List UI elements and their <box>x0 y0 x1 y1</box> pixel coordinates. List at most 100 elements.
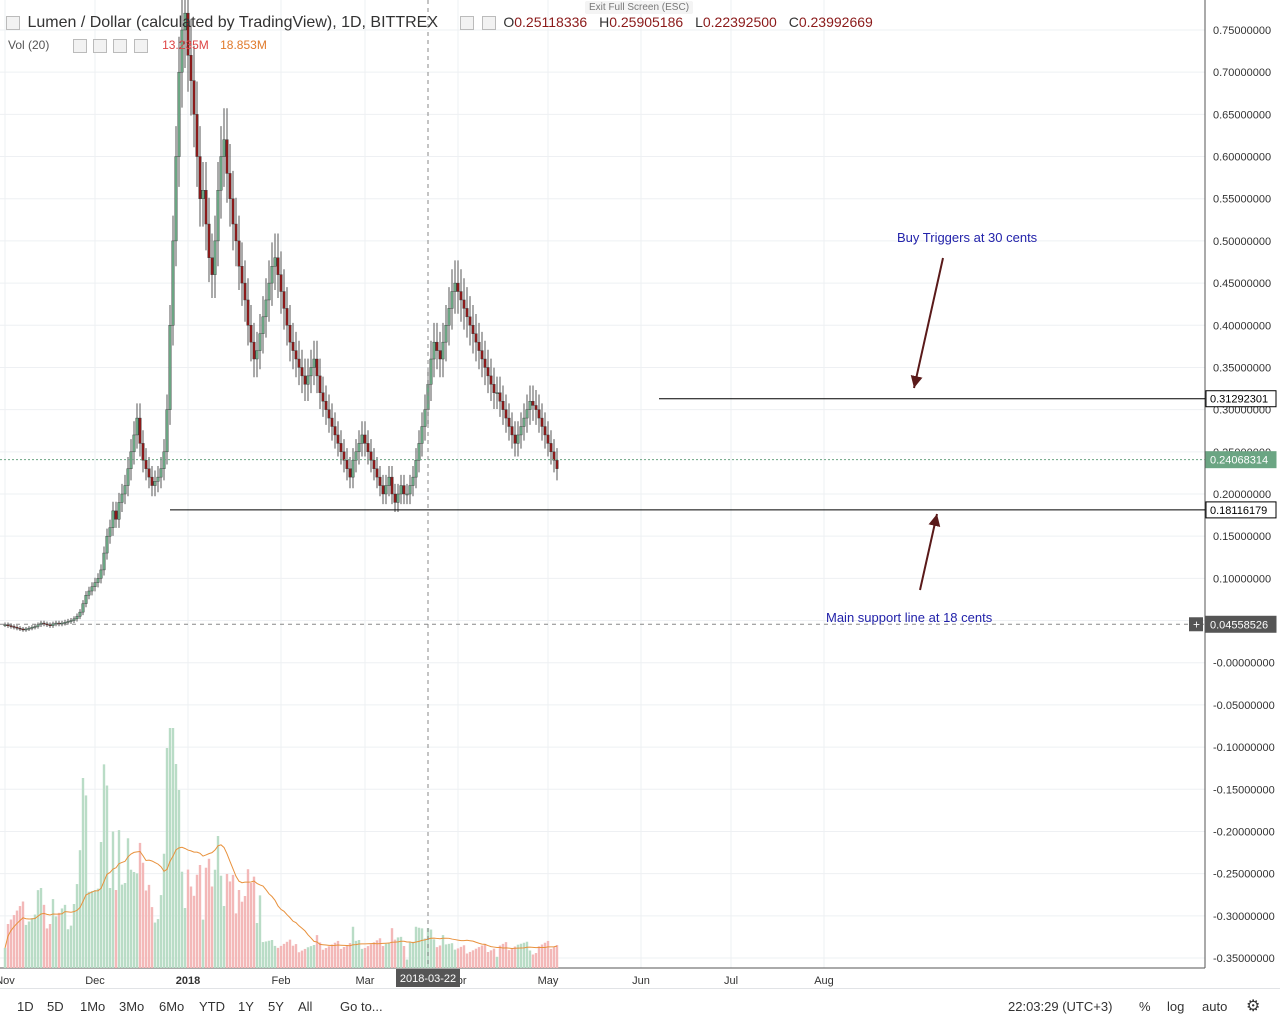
candle <box>492 367 496 409</box>
candle-body <box>516 434 520 444</box>
volume-bar <box>183 908 187 968</box>
volume-bar <box>513 946 517 968</box>
candle <box>210 233 214 298</box>
candle <box>429 340 433 402</box>
collapse-icon[interactable] <box>6 15 20 30</box>
candle-body <box>537 409 541 419</box>
volume-bar <box>444 944 448 968</box>
volume-label: Vol (20) <box>8 38 50 52</box>
auto-toggle[interactable]: auto <box>1202 999 1228 1014</box>
hide-icon[interactable] <box>481 15 496 30</box>
range-3mo-button[interactable]: 3Mo <box>119 999 145 1014</box>
candle-body <box>264 299 268 318</box>
volume-bar <box>387 943 391 968</box>
gear-icon[interactable]: ⚙ <box>1246 998 1261 1015</box>
goto-button[interactable]: Go to... <box>340 999 383 1014</box>
range-ytd-button[interactable]: YTD <box>199 999 225 1014</box>
candle-body <box>507 417 511 427</box>
volume-bar <box>186 869 190 968</box>
candle <box>81 600 85 616</box>
candle-body <box>75 616 79 620</box>
range-5d-button[interactable]: 5D <box>47 999 64 1014</box>
range-6mo-button[interactable]: 6Mo <box>159 999 185 1014</box>
candle <box>246 278 250 346</box>
range-1y-button[interactable]: 1Y <box>238 999 254 1014</box>
y-tick-label: 0.50000000 <box>1213 236 1271 248</box>
candle-body <box>243 282 247 301</box>
volume-bar <box>213 869 217 968</box>
candle <box>102 546 106 576</box>
volume-bar <box>45 928 49 968</box>
candle-body <box>297 358 301 368</box>
candle <box>207 197 211 283</box>
volume-bar <box>264 941 268 968</box>
range-1d-button[interactable]: 1D <box>17 999 34 1014</box>
range-1mo-button[interactable]: 1Mo <box>80 999 106 1014</box>
candle <box>375 457 379 489</box>
candle-body <box>522 417 526 427</box>
candle-body <box>306 375 310 385</box>
candle-body <box>279 274 283 292</box>
candle <box>90 582 94 596</box>
candle <box>555 448 559 481</box>
log-toggle[interactable]: log <box>1167 999 1185 1014</box>
volume-bar <box>48 924 52 968</box>
volume-bar <box>381 946 385 968</box>
candle <box>477 322 481 370</box>
volume-bar <box>99 842 103 968</box>
candle <box>291 322 295 370</box>
volume-bar <box>108 888 112 968</box>
candle <box>57 620 61 627</box>
candle <box>369 439 373 473</box>
y-tick-label: -0.35000000 <box>1213 953 1275 965</box>
volume-add-icon[interactable] <box>113 38 128 53</box>
candle-body <box>510 426 514 436</box>
candle <box>405 483 409 505</box>
volume-bar <box>414 926 418 968</box>
candle <box>111 501 115 536</box>
volume-hide-icon[interactable] <box>93 38 108 53</box>
range-all-button[interactable]: All <box>298 999 313 1014</box>
candle-body <box>159 468 163 478</box>
candle <box>183 0 187 68</box>
candle <box>378 465 382 497</box>
price-chart[interactable]: 0.75000000 0.70000000 0.65000000 0.60000000… <box>0 0 1280 988</box>
candle-body <box>186 12 190 56</box>
candle <box>204 161 208 251</box>
candle <box>213 215 217 298</box>
volume-bar <box>510 948 514 968</box>
bottom-toolbar: 1D 5D 1Mo 3Mo 6Mo YTD 1Y 5Y All Go to...… <box>0 988 1280 1025</box>
candle-body <box>33 626 37 628</box>
candle-body <box>123 485 127 495</box>
x-tick-label: Mar <box>356 975 375 987</box>
volume-bar <box>525 941 529 968</box>
volume-bar <box>477 947 481 968</box>
candle-body <box>117 502 121 520</box>
candle <box>6 622 10 628</box>
volume-settings-icon[interactable] <box>72 38 87 53</box>
volume-bar <box>393 939 397 968</box>
volume-bar <box>282 943 286 968</box>
volume-bar <box>429 929 433 968</box>
candle <box>198 126 202 227</box>
candle-body <box>246 299 250 326</box>
candle <box>516 421 520 457</box>
candle-body <box>24 628 28 631</box>
candle <box>168 305 172 425</box>
y-tick-label: 0.60000000 <box>1213 152 1271 164</box>
candle <box>147 457 151 489</box>
volume-bar <box>147 884 151 968</box>
settings-icon[interactable] <box>460 15 475 30</box>
volume-close-icon[interactable] <box>133 38 148 53</box>
candle-body <box>453 282 457 292</box>
percent-toggle[interactable]: % <box>1139 999 1151 1014</box>
range-5y-button[interactable]: 5Y <box>268 999 284 1014</box>
candle-body <box>465 308 469 318</box>
candle <box>45 621 49 628</box>
candle-body <box>111 510 115 528</box>
exit-fullscreen-hint[interactable]: Exit Full Screen (ESC) <box>585 1 694 14</box>
candle <box>495 376 499 409</box>
crosshair-plus-button[interactable] <box>1189 617 1203 632</box>
candle <box>456 260 460 314</box>
candle-body <box>486 367 490 377</box>
